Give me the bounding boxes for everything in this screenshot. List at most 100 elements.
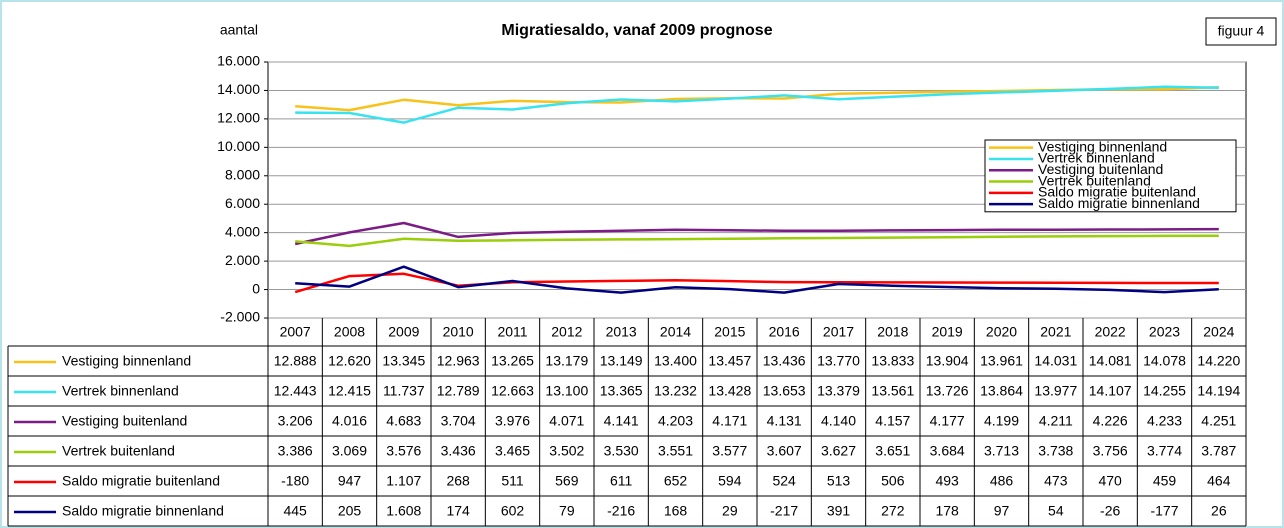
table-cell: 470	[1098, 473, 1122, 489]
table-cell: 268	[446, 473, 470, 489]
legend-label: Vestiging binnenland	[1038, 138, 1167, 154]
table-cell: 3.436	[441, 443, 476, 459]
table-cell: 13.561	[871, 383, 914, 399]
table-cell: 493	[935, 473, 959, 489]
table-cell: 3.704	[441, 413, 476, 429]
table-cell: 12.963	[437, 353, 480, 369]
x-tick-label: 2022	[1095, 324, 1126, 340]
legend-label: Saldo migratie binnenland	[1038, 195, 1200, 211]
table-cell: 14.078	[1143, 353, 1186, 369]
x-tick-label: 2011	[497, 324, 527, 340]
legend-label: Vestiging buitenland	[1038, 161, 1163, 177]
table-cell: 14.107	[1089, 383, 1132, 399]
table-cell: 4.140	[821, 413, 856, 429]
series-line	[295, 265, 1219, 294]
y-tick-label: 0	[252, 280, 260, 296]
table-cell: 652	[664, 473, 688, 489]
x-tick-label: 2009	[388, 324, 419, 340]
table-cell: 13.457	[708, 353, 751, 369]
table-cell: 947	[338, 473, 362, 489]
table-cell: 29	[722, 503, 738, 519]
table-cell: 3.206	[278, 413, 313, 429]
table-cell: 3.787	[1201, 443, 1236, 459]
y-tick-label: 16.000	[217, 53, 260, 69]
table-cell: 4.157	[875, 413, 910, 429]
table-cell: 13.265	[491, 353, 534, 369]
legend-label: Vertrek binnenland	[1038, 150, 1155, 166]
x-tick-label: 2019	[932, 324, 963, 340]
table-cell: 4.251	[1201, 413, 1236, 429]
x-tick-label: 2020	[986, 324, 1017, 340]
table-cell: 3.551	[658, 443, 693, 459]
table-cell: 3.465	[495, 443, 530, 459]
table-cell: 13.436	[763, 353, 806, 369]
table-cell: 3.627	[821, 443, 856, 459]
table-cell: 611	[610, 473, 633, 489]
table-cell: 54	[1048, 503, 1064, 519]
table-cell: 473	[1044, 473, 1068, 489]
table-cell: 486	[990, 473, 1014, 489]
legend	[984, 139, 1237, 213]
table-cell: 13.904	[926, 353, 969, 369]
table-row-label: Vertrek buitenland	[62, 443, 175, 459]
table-cell: 445	[283, 503, 307, 519]
table-row-label: Saldo migratie binnenland	[62, 503, 224, 519]
table-cell: 524	[772, 473, 796, 489]
table-cell: 272	[881, 503, 905, 519]
table-cell: 506	[881, 473, 905, 489]
table-cell: 3.386	[278, 443, 313, 459]
x-tick-label: 2014	[660, 324, 691, 340]
table-cell: 26	[1211, 503, 1227, 519]
table-cell: 13.961	[980, 353, 1023, 369]
table-cell: 14.194	[1197, 383, 1240, 399]
table-cell: 4.131	[767, 413, 802, 429]
table-cell: 3.651	[875, 443, 910, 459]
table-cell: 13.726	[926, 383, 969, 399]
y-tick-label: -2.000	[220, 309, 260, 325]
y-tick-label: 2.000	[225, 252, 260, 268]
table-cell: 13.977	[1034, 383, 1077, 399]
table-cell: 4.683	[386, 413, 421, 429]
x-tick-label: 2008	[334, 324, 365, 340]
table-cell: 4.016	[332, 413, 367, 429]
table-cell: 97	[994, 503, 1010, 519]
x-tick-label: 2017	[823, 324, 854, 340]
table-cell: 178	[935, 503, 959, 519]
y-tick-label: 4.000	[225, 223, 260, 239]
table-cell: 13.179	[545, 353, 588, 369]
y-tick-label: 6.000	[225, 195, 260, 211]
table-cell: 4.171	[712, 413, 747, 429]
x-tick-label: 2015	[714, 324, 745, 340]
x-tick-label: 2023	[1149, 324, 1180, 340]
annotation: figuur 4	[1218, 23, 1265, 39]
table-cell: 14.220	[1197, 353, 1240, 369]
table-cell: 1.107	[386, 473, 421, 489]
table-cell: 4.233	[1147, 413, 1182, 429]
table-cell: 511	[501, 473, 524, 489]
series-line	[295, 85, 1219, 124]
legend-label: Saldo migratie buitenland	[1038, 184, 1196, 200]
table-cell: 13.400	[654, 353, 697, 369]
table-cell: 79	[559, 503, 575, 519]
table-cell: 3.756	[1093, 443, 1128, 459]
table-cell: 3.713	[984, 443, 1019, 459]
table-cell: -216	[607, 503, 635, 519]
table-cell: 4.211	[1039, 413, 1073, 429]
x-tick-label: 2013	[606, 324, 637, 340]
table-row-label: Vestiging binnenland	[62, 353, 191, 369]
table-cell: -217	[770, 503, 798, 519]
x-tick-label: 2007	[280, 324, 311, 340]
table-cell: 4.177	[930, 413, 965, 429]
table-cell: 3.502	[549, 443, 584, 459]
table-cell: 513	[827, 473, 851, 489]
table-cell: 11.737	[383, 383, 425, 399]
series-line	[294, 221, 1219, 246]
table-cell: 3.738	[1038, 443, 1073, 459]
table-cell: -177	[1150, 503, 1178, 519]
legend-label: Vertrek buitenland	[1038, 172, 1151, 188]
table-cell: 174	[446, 503, 470, 519]
y-tick-label: 12.000	[217, 110, 260, 126]
table-cell: 3.069	[332, 443, 367, 459]
